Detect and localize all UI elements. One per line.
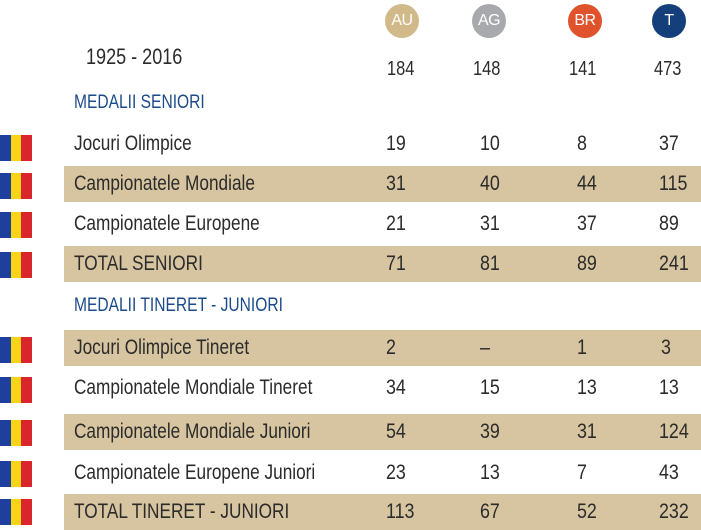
gold-cell: 23 (386, 461, 406, 484)
total-cell: 89 (659, 212, 679, 235)
gold-cell: 19 (386, 132, 406, 155)
romania-flag-icon (0, 377, 33, 403)
silver-cell: 39 (480, 420, 500, 443)
total-cell: 124 (659, 420, 689, 443)
gold-cell: 21 (386, 212, 406, 235)
total-cell: 241 (659, 252, 689, 275)
bronze-cell: 52 (577, 500, 597, 523)
romania-flag-icon (0, 461, 33, 487)
gold-cell: 71 (386, 252, 406, 275)
silver-cell: 13 (480, 461, 500, 484)
gold-cell: 2 (386, 336, 396, 359)
row-label: Jocuri Olimpice Tineret (74, 336, 250, 359)
total-cell: 13 (659, 376, 679, 399)
row-label: TOTAL TINERET - JUNIORI (74, 500, 290, 523)
silver-cell: – (480, 336, 490, 359)
bronze-cell: 89 (577, 252, 597, 275)
row-label: Campionatele Europene Juniori (74, 461, 316, 484)
romania-flag-icon (0, 337, 33, 363)
bronze-badge: BR (568, 4, 602, 38)
romania-flag-icon (0, 420, 33, 446)
romania-flag-icon (0, 173, 33, 199)
total-cell: 3 (661, 336, 671, 359)
total-cell: 37 (659, 132, 679, 155)
section-title-seniori: MEDALII SENIORI (74, 92, 205, 113)
total-gold: 184 (387, 58, 415, 80)
bronze-cell: 13 (577, 376, 597, 399)
gold-badge: AU (385, 4, 419, 38)
bronze-cell: 8 (577, 132, 587, 155)
period-label: 1925 - 2016 (86, 44, 183, 69)
silver-cell: 10 (480, 132, 500, 155)
total-silver: 148 (473, 58, 501, 80)
row-label: Campionatele Mondiale Juniori (74, 420, 311, 443)
row-label: Campionatele Mondiale Tineret (74, 376, 313, 399)
bronze-cell: 1 (577, 336, 587, 359)
gold-cell: 34 (386, 376, 406, 399)
silver-cell: 15 (480, 376, 500, 399)
silver-cell: 40 (480, 172, 500, 195)
gold-cell: 113 (386, 500, 415, 523)
gold-cell: 54 (386, 420, 406, 443)
silver-cell: 31 (480, 212, 500, 235)
romania-flag-icon (0, 499, 33, 525)
row-label: Jocuri Olimpice (74, 132, 192, 155)
total-bronze: 141 (569, 58, 597, 80)
total-cell: 232 (659, 500, 689, 523)
bronze-cell: 44 (577, 172, 597, 195)
bronze-cell: 7 (577, 461, 587, 484)
romania-flag-icon (0, 252, 33, 278)
romania-flag-icon (0, 135, 33, 161)
bronze-cell: 37 (577, 212, 597, 235)
romania-flag-icon (0, 212, 33, 238)
row-label: Campionatele Europene (74, 212, 260, 235)
silver-cell: 81 (480, 252, 500, 275)
section-title-tineret-juniori: MEDALII TINERET - JUNIORI (74, 295, 283, 316)
bronze-cell: 31 (577, 420, 597, 443)
total-cell: 115 (659, 172, 688, 195)
silver-cell: 67 (480, 500, 500, 523)
total-badge: T (652, 4, 686, 38)
total-cell: 43 (659, 461, 679, 484)
row-label: Campionatele Mondiale (74, 172, 255, 195)
gold-cell: 31 (386, 172, 406, 195)
row-label: TOTAL SENIORI (74, 252, 203, 275)
silver-badge: AG (472, 4, 506, 38)
total-overall: 473 (654, 58, 682, 80)
